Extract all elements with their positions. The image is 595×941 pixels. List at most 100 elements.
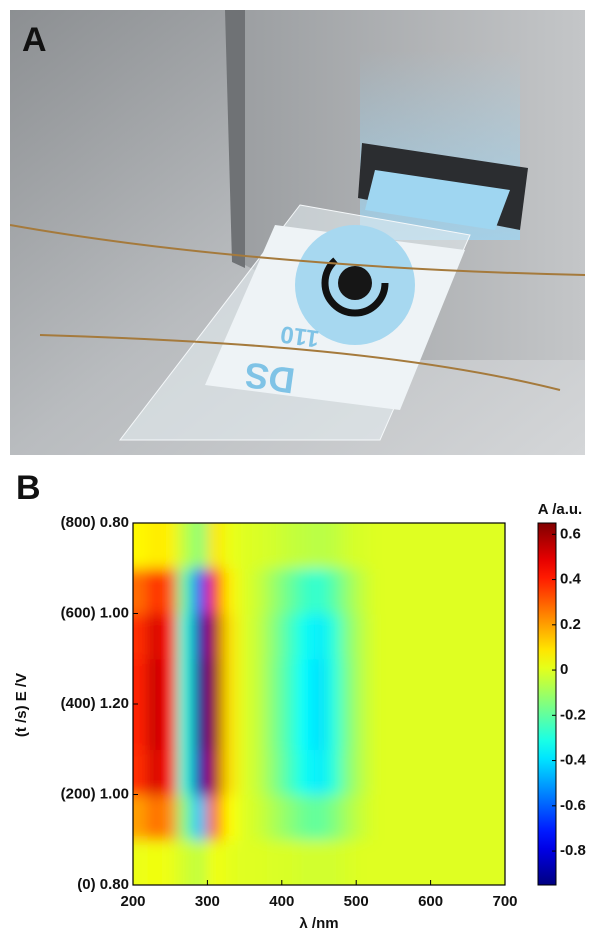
heat-cell [400, 703, 417, 750]
heat-cell [474, 839, 491, 885]
heat-cell [415, 613, 432, 660]
heat-cell [460, 523, 476, 569]
heat-cell [177, 613, 194, 660]
heat-cell [192, 613, 208, 660]
heat-cell [221, 703, 238, 750]
heat-cell [385, 523, 402, 569]
heat-cell [162, 839, 179, 885]
heat-cell [326, 703, 342, 750]
heat-cell [236, 567, 253, 615]
heat-cell [341, 703, 357, 750]
heat-cell [489, 567, 505, 615]
colorbar-tick-label: 0.6 [560, 525, 581, 542]
heat-cell [326, 567, 342, 615]
heat-cell [326, 794, 342, 841]
heat-cell [162, 748, 179, 796]
heat-cell [207, 794, 223, 841]
instrument-edge [225, 10, 245, 268]
heat-cell [460, 794, 476, 841]
card-text: DS [242, 354, 297, 402]
heat-cell [147, 523, 164, 569]
heat-cell [177, 794, 194, 841]
heatmap-cells [133, 523, 505, 885]
heat-cell [251, 567, 268, 615]
heat-cell [192, 703, 208, 750]
heat-cell [311, 523, 328, 569]
heat-cell [266, 703, 283, 750]
heat-cell [370, 567, 387, 615]
heat-cell [326, 523, 342, 569]
heat-cell [460, 567, 476, 615]
heat-cell [236, 658, 253, 705]
heat-cell [296, 748, 313, 796]
heat-cell [147, 748, 164, 796]
heat-cell [192, 567, 208, 615]
heat-cell [192, 839, 208, 885]
heat-cell [430, 567, 447, 615]
heat-cell [415, 523, 432, 569]
heat-cell [281, 567, 298, 615]
heat-cell [355, 567, 372, 615]
heat-cell [326, 658, 342, 705]
heat-cell [221, 613, 238, 660]
heat-cell [221, 567, 238, 615]
heat-cell [489, 748, 505, 796]
heat-cell [281, 613, 298, 660]
heat-cell [430, 703, 447, 750]
heat-cell [326, 748, 342, 796]
heat-cell [445, 523, 461, 569]
colorbar-tick-label: -0.8 [560, 842, 586, 859]
heat-cell [266, 839, 283, 885]
x-tick-label: 400 [269, 893, 294, 910]
heat-cell [341, 567, 357, 615]
heat-cell [430, 613, 447, 660]
heat-cell [147, 703, 164, 750]
colorbar-title: A /a.u. [538, 501, 582, 518]
heat-cell [251, 748, 268, 796]
heat-cell [355, 794, 372, 841]
heat-cell [489, 839, 505, 885]
axes: 200 300 400 500 600 700 (0) 0.80 (200) 1.00 (400… [61, 514, 587, 910]
heat-cell [474, 567, 491, 615]
x-tick-label: 200 [120, 893, 145, 910]
heat-cell [370, 703, 387, 750]
heat-cell [236, 839, 253, 885]
card-text: 110 [279, 320, 321, 352]
heat-cell [221, 794, 238, 841]
heat-cell [147, 658, 164, 705]
heat-cell [445, 567, 461, 615]
heat-cell [400, 523, 417, 569]
colorbar-tick-label: -0.2 [560, 706, 586, 723]
heat-cell [147, 613, 164, 660]
heat-cell [355, 658, 372, 705]
electrode-tab [365, 170, 510, 230]
heat-cell [460, 839, 476, 885]
heat-cell [207, 839, 223, 885]
heat-cell [133, 748, 149, 796]
heat-cell [251, 839, 268, 885]
heat-cell [400, 748, 417, 796]
heat-cell [281, 658, 298, 705]
heat-cell [474, 613, 491, 660]
heat-cell [133, 523, 149, 569]
photo: DS 110 [10, 10, 585, 455]
heat-cell [326, 613, 342, 660]
colorbar-tick-label: 0.4 [560, 571, 582, 588]
heat-cell [489, 703, 505, 750]
heat-cell [296, 613, 313, 660]
working-electrode [338, 266, 372, 300]
heat-cell [266, 613, 283, 660]
heat-cell [162, 567, 179, 615]
heat-cell [341, 794, 357, 841]
heat-cell [430, 658, 447, 705]
heat-cell [192, 523, 208, 569]
heat-cell [311, 567, 328, 615]
heat-cell [251, 523, 268, 569]
heat-cell [147, 839, 164, 885]
wire [39, 334, 561, 391]
heat-cell [460, 658, 476, 705]
heatmap [133, 523, 505, 885]
heat-cell [266, 658, 283, 705]
